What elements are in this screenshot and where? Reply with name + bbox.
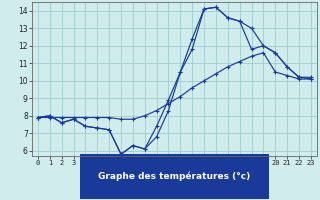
X-axis label: Graphe des températures (°c): Graphe des températures (°c): [98, 172, 251, 181]
